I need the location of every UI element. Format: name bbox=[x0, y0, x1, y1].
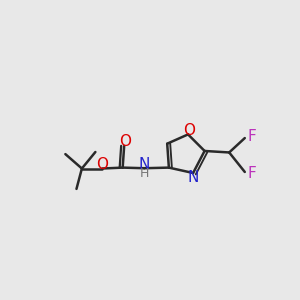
Text: H: H bbox=[140, 167, 149, 180]
Text: F: F bbox=[247, 166, 256, 181]
Text: O: O bbox=[119, 134, 131, 149]
Text: F: F bbox=[247, 129, 256, 144]
Text: N: N bbox=[139, 157, 150, 172]
Text: O: O bbox=[183, 123, 195, 138]
Text: N: N bbox=[188, 170, 199, 185]
Text: O: O bbox=[96, 157, 108, 172]
